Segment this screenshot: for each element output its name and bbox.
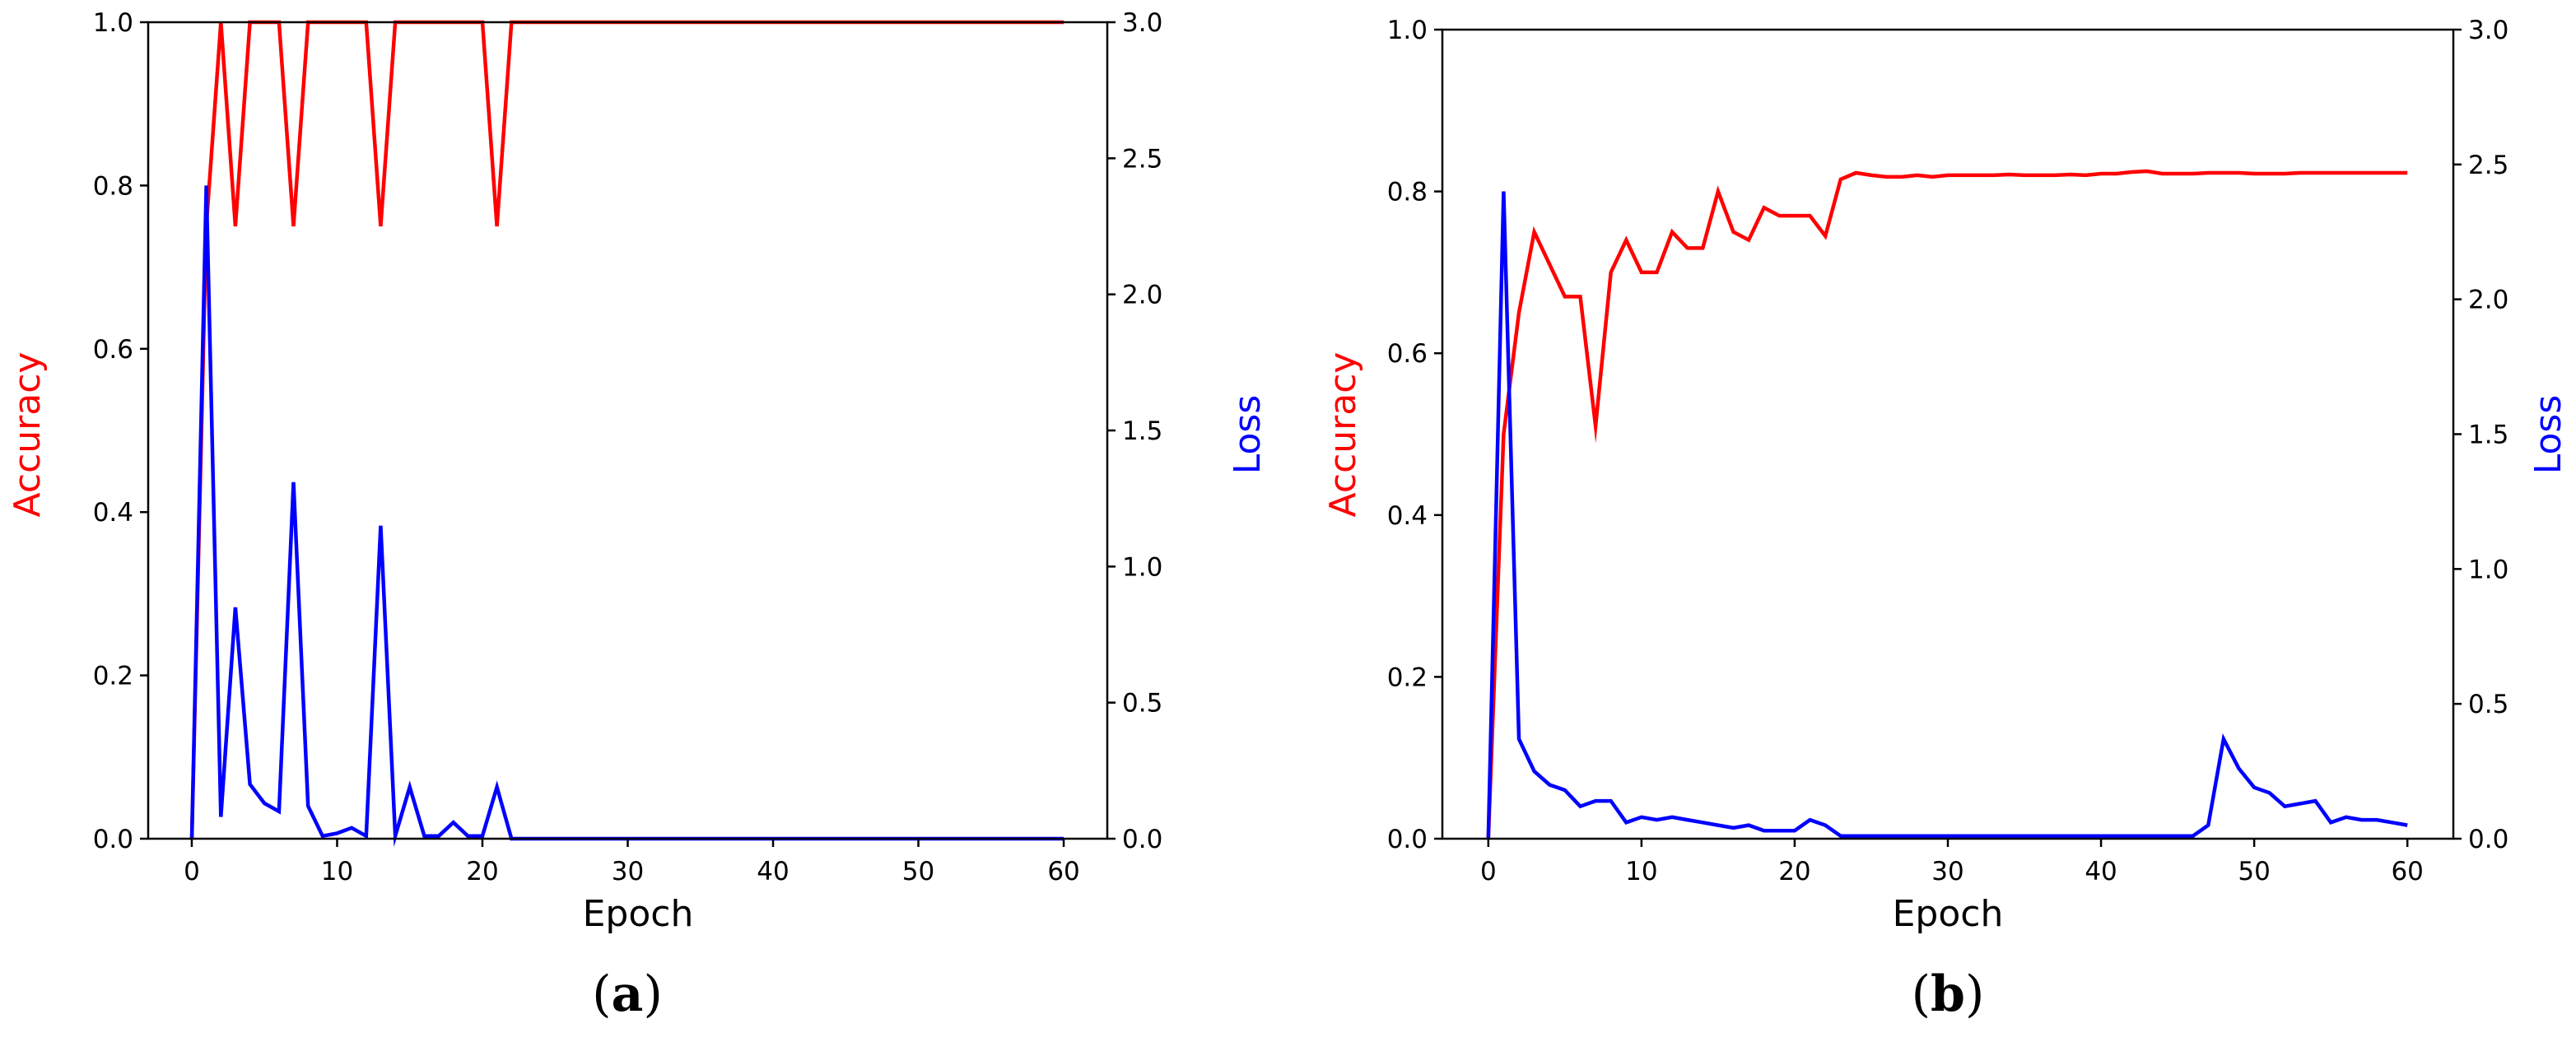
panel-b-right-tick-label: 1.0 <box>2468 555 2508 584</box>
panel-a-right-axis-label: Loss <box>1227 395 1269 475</box>
panel-b-x-tick-label: 60 <box>2391 857 2423 886</box>
panel-a-right-tick-label: 3.0 <box>1122 8 1162 38</box>
panel-b-x-ticks: 0 10 20 30 40 50 60 <box>1480 839 2424 886</box>
panel-b-right-tick-label: 0.0 <box>2468 825 2508 854</box>
panel-b-left-tick-label: 0.0 <box>1387 825 1428 854</box>
panel-a-left-tick-label: 0.4 <box>93 498 133 528</box>
panel-b-right-tick-label: 2.0 <box>2468 286 2508 315</box>
panel-b-x-tick-label: 40 <box>2085 857 2117 886</box>
panel-a-right-ticks: 0.0 0.5 1.0 1.5 2.0 2.5 3.0 <box>1107 8 1162 854</box>
panel-a-x-tick-label: 30 <box>612 857 644 886</box>
panel-a-x-tick-label: 50 <box>902 857 934 886</box>
panel-b-left-tick-label: 0.2 <box>1387 663 1428 692</box>
panel-b-right-ticks: 0.0 0.5 1.0 1.5 2.0 2.5 3.0 <box>2453 16 2508 854</box>
panel-b-right-tick-label: 0.5 <box>2468 690 2508 719</box>
panel-b-loss-line <box>1486 191 2408 840</box>
panel-b-x-tick-label: 50 <box>2238 857 2270 886</box>
panel-b-x-tick-label: 30 <box>1931 857 1963 886</box>
panel-b-right-tick-label: 2.5 <box>2468 151 2508 180</box>
panel-a-x-tick-label: 10 <box>321 857 353 886</box>
panel-a-right-tick-label: 2.0 <box>1122 281 1162 310</box>
panel-a-left-tick-label: 0.2 <box>93 662 133 691</box>
panel-b-right-axis-label: Loss <box>2527 395 2569 475</box>
panel-b-x-tick-label: 20 <box>1778 857 1810 886</box>
panel-a: 0.0 0.2 0.4 0.6 0.8 1.0 0.0 0.5 1.0 1.5 2.0 2.5 3.0… <box>7 8 1269 1023</box>
panel-b-left-tick-label: 0.8 <box>1387 178 1428 207</box>
panel-a-right-tick-label: 2.5 <box>1122 144 1162 174</box>
panel-a-right-tick-label: 0.0 <box>1122 825 1162 854</box>
panel-b-caption: (b) <box>1912 965 1985 1023</box>
panel-b-right-tick-label: 1.5 <box>2468 421 2508 450</box>
panel-a-left-tick-label: 0.6 <box>93 335 133 365</box>
panel-a-x-tick-label: 60 <box>1047 857 1079 886</box>
panel-b-x-axis-label: Epoch <box>1893 893 2004 935</box>
panel-a-x-ticks: 0 10 20 30 40 50 60 <box>184 839 1080 886</box>
panel-a-caption: (a) <box>592 965 663 1023</box>
panel-b-left-tick-label: 1.0 <box>1387 16 1428 45</box>
panel-a-right-tick-label: 1.0 <box>1122 552 1162 582</box>
panel-a-right-tick-label: 0.5 <box>1122 689 1162 719</box>
panel-a-left-tick-label: 0.0 <box>93 825 133 854</box>
panel-b-accuracy-line <box>1486 169 2408 840</box>
panel-a-caption-letter: a <box>612 965 644 1023</box>
panel-a-x-axis-label: Epoch <box>583 893 694 935</box>
panel-b-right-tick-label: 3.0 <box>2468 16 2508 45</box>
panel-b-left-axis-label: Accuracy <box>1322 352 1364 518</box>
panel-a-x-tick-label: 0 <box>184 857 200 886</box>
panel-a-x-tick-label: 40 <box>757 857 789 886</box>
panel-b: 0.0 0.2 0.4 0.6 0.8 1.0 0.0 0.5 1.0 1.5 2.0 2.5 3.0… <box>1322 16 2569 1023</box>
panel-a-left-tick-label: 0.8 <box>93 171 133 201</box>
panel-b-caption-letter: b <box>1931 965 1965 1023</box>
panel-b-left-tick-label: 0.4 <box>1387 501 1428 531</box>
panel-a-x-tick-label: 20 <box>466 857 498 886</box>
panel-b-x-tick-label: 0 <box>1480 857 1497 886</box>
panel-b-left-tick-label: 0.6 <box>1387 339 1428 369</box>
panel-a-left-ticks: 0.0 0.2 0.4 0.6 0.8 1.0 <box>93 8 148 854</box>
panel-b-x-tick-label: 10 <box>1625 857 1657 886</box>
panel-b-left-ticks: 0.0 0.2 0.4 0.6 0.8 1.0 <box>1387 16 1442 854</box>
panel-a-right-tick-label: 1.5 <box>1122 416 1162 446</box>
panel-a-left-tick-label: 1.0 <box>93 8 133 38</box>
panel-a-left-axis-label: Accuracy <box>7 352 49 518</box>
